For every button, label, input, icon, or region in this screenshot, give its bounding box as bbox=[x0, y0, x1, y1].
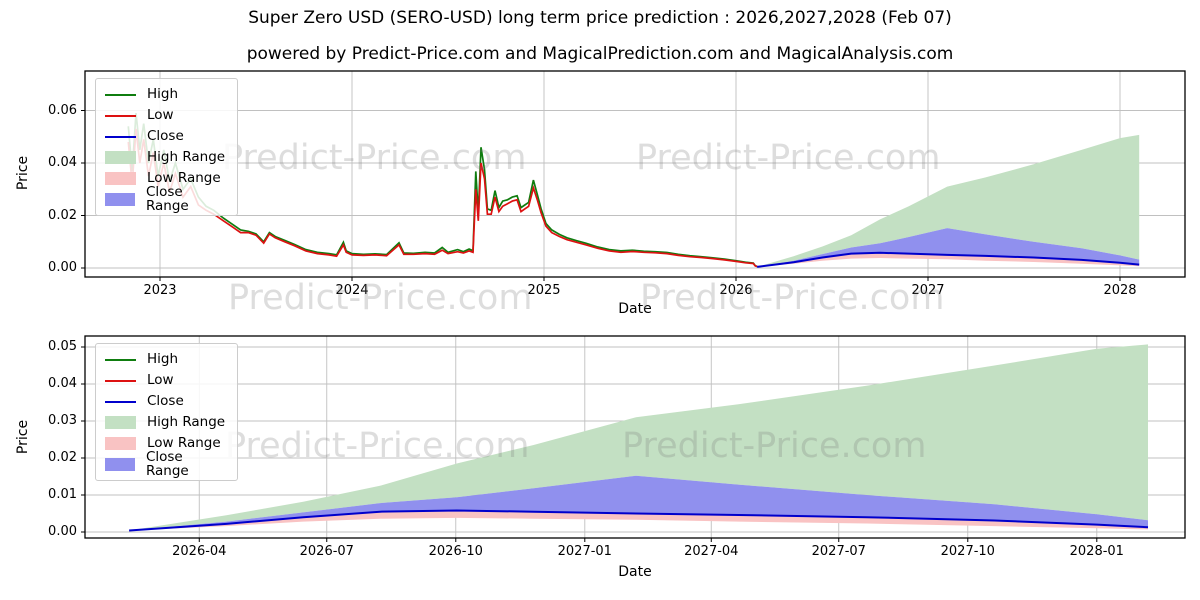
legend-entry: Low Range bbox=[105, 168, 227, 189]
forecast-chart-canvas bbox=[81, 335, 1186, 542]
legend-entry: Low bbox=[105, 105, 227, 126]
high-range-area bbox=[129, 344, 1149, 531]
legend-patch-swatch bbox=[105, 193, 135, 206]
legend-entry: High Range bbox=[105, 412, 227, 433]
overview-chart-legend: High Low Close High Range Low Range Close Ran… bbox=[95, 78, 238, 216]
legend-line-swatch bbox=[105, 400, 136, 403]
x-tick-label: 2027-10 bbox=[940, 544, 995, 559]
close-range-area bbox=[129, 475, 1149, 531]
legend-label: Low Range bbox=[147, 169, 221, 186]
low-range-area bbox=[757, 252, 1140, 267]
x-tick-label: 2024 bbox=[335, 283, 369, 298]
legend-entry: High bbox=[105, 84, 227, 105]
legend-line-swatch bbox=[105, 93, 136, 96]
y-tick-label: 0.04 bbox=[48, 376, 77, 391]
legend-label: High Range bbox=[147, 413, 226, 430]
page-subtitle: powered by Predict-Price.com and Magical… bbox=[246, 44, 954, 64]
legend-line-swatch bbox=[105, 114, 136, 117]
legend-label: Close Range bbox=[145, 184, 189, 214]
x-tick-label: 2027-01 bbox=[557, 544, 612, 559]
plot-frame bbox=[84, 70, 1186, 278]
forecast-chart-legend: High Low Close High Range Low Range Close Ran… bbox=[95, 343, 238, 481]
legend-line-swatch bbox=[105, 358, 136, 361]
legend-label: Close Range bbox=[145, 449, 189, 479]
legend-entry: Low bbox=[105, 370, 227, 391]
legend-entry: High Range bbox=[105, 147, 227, 168]
forecast-x-axis-label: Date bbox=[618, 564, 652, 580]
overview-chart-plot-area bbox=[81, 70, 1186, 281]
x-tick-label: 2026-04 bbox=[172, 544, 227, 559]
low-range-area bbox=[129, 510, 1149, 531]
legend-patch-swatch bbox=[105, 416, 136, 429]
x-tick-label: 2027-07 bbox=[811, 544, 866, 559]
y-tick-label: 0.03 bbox=[48, 413, 77, 428]
legend-label: Low bbox=[147, 371, 174, 388]
legend-patch-swatch bbox=[105, 172, 136, 185]
legend-label: High bbox=[147, 350, 179, 367]
overview-x-axis-label: Date bbox=[618, 301, 652, 317]
y-tick-label: 0.02 bbox=[48, 207, 77, 223]
y-tick-label: 0.05 bbox=[48, 339, 77, 354]
y-tick-label: 0.01 bbox=[48, 487, 77, 502]
legend-patch-swatch bbox=[105, 437, 136, 450]
legend-label: High bbox=[147, 85, 179, 102]
x-tick-label: 2025 bbox=[527, 283, 561, 298]
legend-entry: Close Range bbox=[105, 449, 227, 479]
legend-patch-swatch bbox=[105, 458, 135, 471]
y-tick-label: 0.06 bbox=[48, 102, 77, 118]
y-tick-label: 0.02 bbox=[48, 450, 77, 465]
overview-chart-canvas bbox=[81, 70, 1186, 281]
legend-label: Low Range bbox=[147, 434, 221, 451]
plot-frame bbox=[84, 335, 1186, 539]
watermark-text: Predict-Price.com bbox=[640, 278, 945, 318]
x-tick-label: 2028 bbox=[1103, 283, 1137, 298]
x-tick-label: 2026-07 bbox=[299, 544, 354, 559]
legend-label: Low bbox=[147, 106, 174, 123]
legend-line-swatch bbox=[105, 379, 136, 382]
legend-label: Close bbox=[147, 127, 184, 144]
legend-entry: Close Range bbox=[105, 184, 227, 214]
legend-line-swatch bbox=[105, 135, 136, 138]
x-tick-label: 2028-01 bbox=[1069, 544, 1124, 559]
high-range-area bbox=[757, 134, 1140, 267]
page-title: Super Zero USD (SERO-USD) long term pric… bbox=[248, 8, 952, 28]
y-tick-label: 0.04 bbox=[48, 155, 77, 170]
close-line bbox=[756, 251, 1140, 268]
forecast-chart-plot-area bbox=[81, 335, 1186, 542]
x-tick-label: 2027-04 bbox=[684, 544, 739, 559]
legend-entry: Close bbox=[105, 126, 227, 147]
x-tick-label: 2026 bbox=[719, 283, 753, 298]
close-line bbox=[129, 509, 1149, 532]
x-tick-label: 2027 bbox=[911, 283, 945, 298]
x-tick-label: 2026-10 bbox=[428, 544, 483, 559]
y-tick-label: 0.00 bbox=[48, 524, 77, 539]
legend-label: High Range bbox=[147, 148, 226, 165]
legend-label: Close bbox=[147, 392, 184, 409]
y-tick-label: 0.00 bbox=[48, 260, 77, 275]
watermark-text: Predict-Price.com bbox=[228, 278, 533, 318]
x-tick-label: 2023 bbox=[143, 283, 177, 298]
legend-entry: Close bbox=[105, 391, 227, 412]
legend-entry: High bbox=[105, 349, 227, 370]
legend-entry: Low Range bbox=[105, 433, 227, 454]
legend-patch-swatch bbox=[105, 151, 136, 164]
